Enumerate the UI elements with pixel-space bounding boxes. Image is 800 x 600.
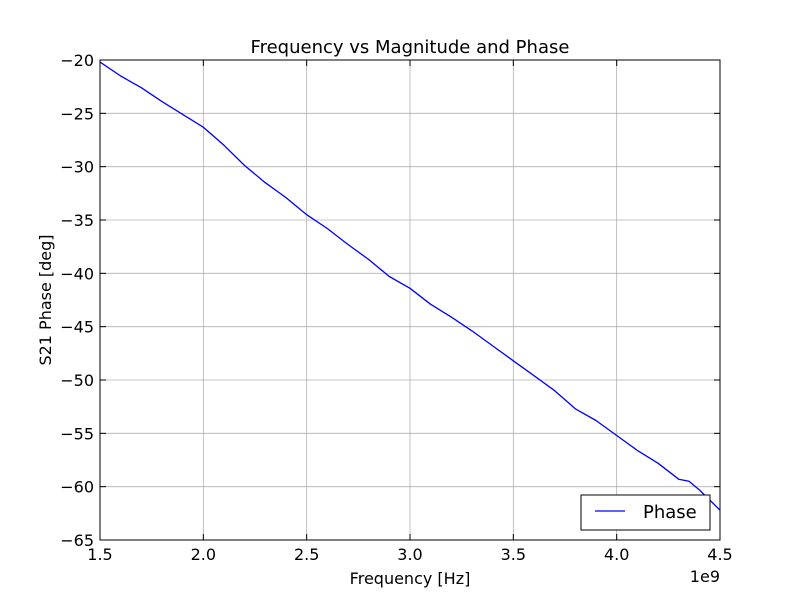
legend-box	[580, 494, 711, 531]
legend: Phase	[580, 494, 711, 531]
x-offset-label: 1e9	[690, 567, 720, 586]
x-tick-label: 3.5	[501, 545, 526, 564]
x-tick-label: 3.0	[397, 545, 422, 564]
tick-layer	[99, 59, 721, 541]
x-tick-label: 4.5	[707, 545, 732, 564]
y-tick-label: −45	[60, 318, 94, 337]
y-tick-label: −65	[60, 531, 94, 550]
y-tick-label: −25	[60, 104, 94, 123]
y-tick-label: −50	[60, 371, 94, 390]
x-tick-label: 1.5	[87, 545, 112, 564]
grid-layer	[99, 59, 721, 541]
series-line-phase	[99, 61, 721, 511]
y-tick-label: −60	[60, 478, 94, 497]
x-tick-label: 2.5	[294, 545, 319, 564]
legend-label-phase: Phase	[643, 502, 697, 523]
series-layer	[99, 61, 721, 511]
y-tick-label: −35	[60, 211, 94, 230]
x-tick-label: 4.0	[604, 545, 629, 564]
y-tick-label: −40	[60, 264, 94, 283]
y-tick-label: −55	[60, 424, 94, 443]
y-tick-label: −30	[60, 158, 94, 177]
y-tick-label: −20	[60, 51, 94, 70]
chart-title: Frequency vs Magnitude and Phase	[251, 37, 570, 58]
x-axis-label: Frequency [Hz]	[350, 569, 471, 588]
y-axis-label: S21 Phase [deg]	[36, 234, 55, 365]
x-tick-label: 2.0	[191, 545, 216, 564]
